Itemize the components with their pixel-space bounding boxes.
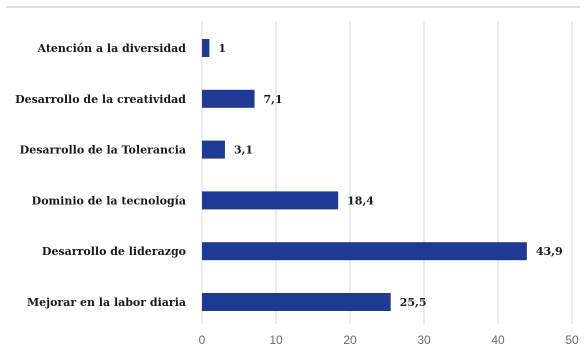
bar (202, 242, 527, 261)
bar (202, 191, 339, 210)
category-label: Mejorar en la labor diaria (27, 296, 186, 309)
x-tick-label: 20 (343, 333, 357, 347)
x-tick-label: 30 (417, 333, 431, 347)
category-label: Desarrollo de la creatividad (15, 93, 186, 106)
bar (202, 89, 255, 108)
gridlines (201, 22, 573, 324)
x-tick-label: 40 (491, 333, 505, 347)
data-label: 7,1 (264, 93, 283, 106)
x-tick-label: 10 (269, 333, 283, 347)
data-label: 3,1 (234, 144, 253, 157)
category-label: Desarrollo de liderazgo (42, 245, 186, 258)
category-label: Atención a la diversidad (37, 42, 187, 55)
category-label: Desarrollo de la Tolerancia (20, 144, 186, 157)
bars (202, 39, 527, 311)
x-tick-label: 50 (565, 333, 579, 347)
category-labels: Atención a la diversidad Desarrollo de la… (15, 42, 186, 309)
data-label: 43,9 (536, 245, 563, 258)
bar (202, 140, 225, 159)
data-label: 1 (218, 42, 226, 55)
x-axis-tick-labels: 0 10 20 30 40 50 (199, 333, 579, 347)
x-tick-label: 0 (199, 333, 206, 347)
bar (202, 293, 391, 311)
data-label: 25,5 (400, 296, 427, 309)
data-labels: 1 7,1 3,1 18,4 43,9 25,5 (218, 42, 562, 309)
category-label: Dominio de la tecnología (32, 194, 186, 207)
data-label: 18,4 (347, 194, 374, 207)
bar (202, 39, 210, 57)
